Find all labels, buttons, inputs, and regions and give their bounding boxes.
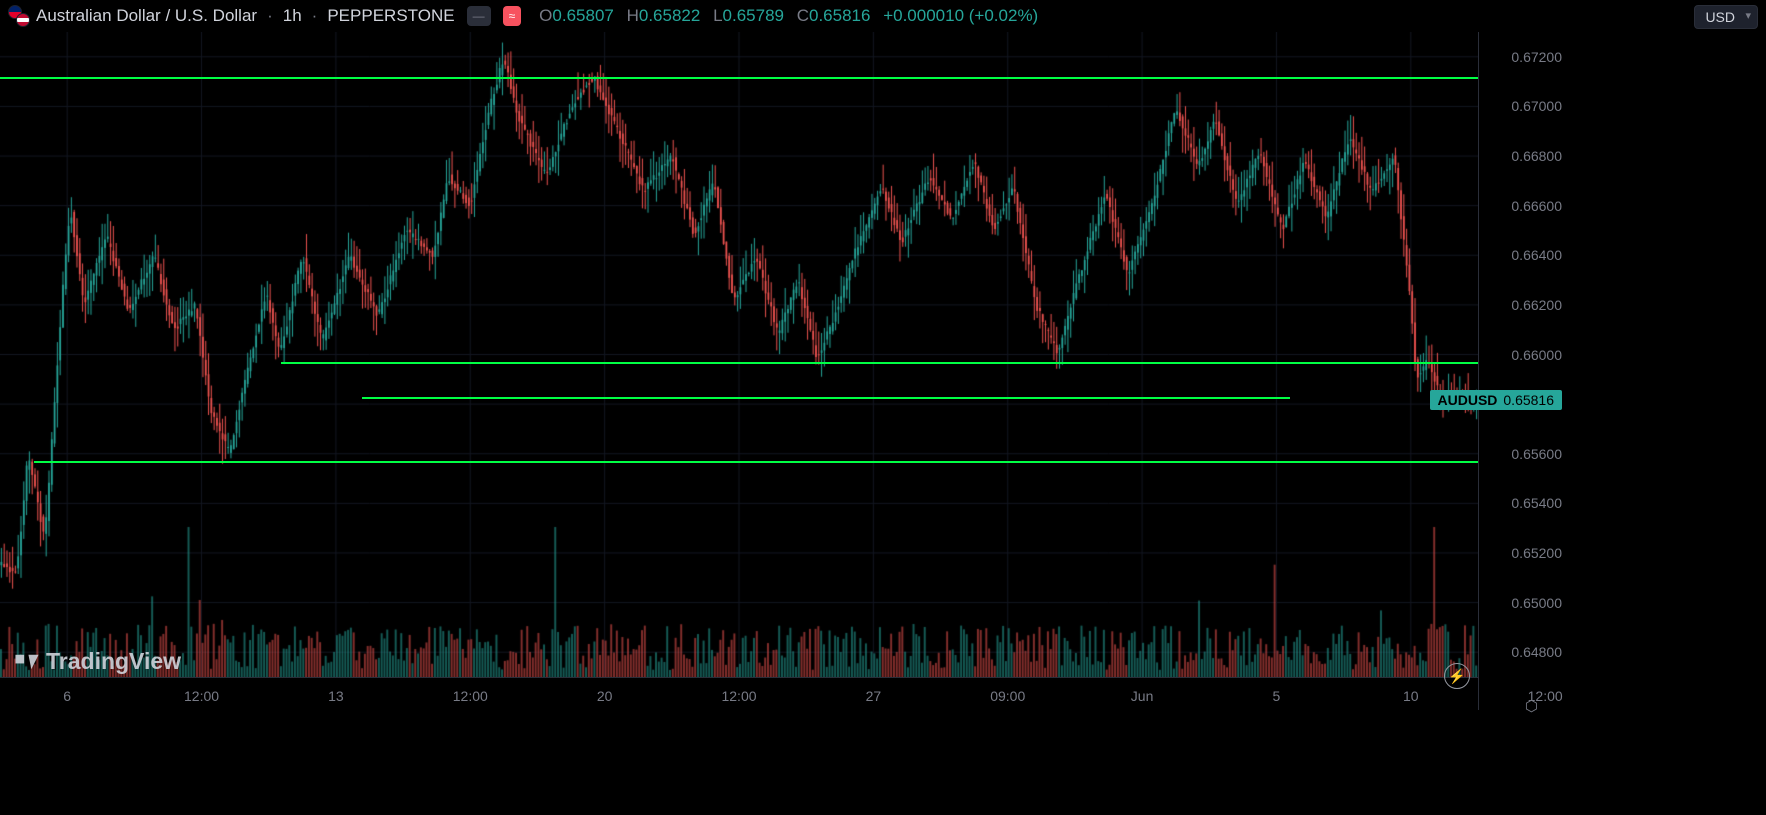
- currency-select[interactable]: USD: [1694, 5, 1758, 29]
- y-tick-label: 0.65000: [1511, 595, 1562, 611]
- x-tick-label: 6: [63, 688, 71, 704]
- pill-source[interactable]: —: [467, 6, 491, 26]
- y-tick-label: 0.65200: [1511, 545, 1562, 561]
- x-tick-label: 12:00: [453, 688, 488, 704]
- x-tick-label: 09:00: [990, 688, 1025, 704]
- x-tick-label: 12:00: [721, 688, 756, 704]
- y-axis[interactable]: 0.67200 0.67000 0.66800 0.66600 0.66400 0.662…: [1478, 32, 1766, 677]
- exchange-label[interactable]: PEPPERSTONE: [327, 6, 454, 26]
- currency-value: USD: [1705, 9, 1735, 25]
- y-tick-label: 0.67200: [1511, 49, 1562, 65]
- support-resistance-line[interactable]: [281, 362, 1478, 364]
- support-resistance-line[interactable]: [0, 77, 1478, 79]
- sep-dot: ·: [267, 6, 273, 26]
- current-price-tag: AUDUSD 0.65816: [1430, 390, 1563, 410]
- x-tick-label: 13: [328, 688, 344, 704]
- y-tick-label: 0.66400: [1511, 247, 1562, 263]
- y-tick-label: 0.65600: [1511, 446, 1562, 462]
- support-resistance-line[interactable]: [362, 397, 1290, 399]
- x-tick-label: 10: [1403, 688, 1419, 704]
- price-chart[interactable]: [0, 32, 1478, 677]
- timeframe-label[interactable]: 1h: [283, 6, 302, 26]
- auto-scale-button[interactable]: ⚡: [1444, 663, 1470, 689]
- y-tick-label: 0.67000: [1511, 98, 1562, 114]
- y-tick-label: 0.64800: [1511, 644, 1562, 660]
- price-tag-symbol: AUDUSD: [1438, 392, 1498, 408]
- y-tick-label: 0.66600: [1511, 198, 1562, 214]
- x-tick-label: 12:00: [184, 688, 219, 704]
- candlestick-canvas: [0, 32, 1478, 677]
- price-tag-value: 0.65816: [1503, 392, 1554, 408]
- x-tick-label: Jun: [1131, 688, 1154, 704]
- symbol-title[interactable]: Australian Dollar / U.S. Dollar: [36, 6, 257, 26]
- axis-settings-icon[interactable]: ⬡: [1525, 697, 1538, 715]
- x-tick-label: 20: [597, 688, 613, 704]
- chart-header: Australian Dollar / U.S. Dollar · 1h · P…: [0, 0, 1766, 32]
- lightning-icon: ⚡: [1448, 668, 1465, 685]
- tradingview-watermark: TradingView: [14, 648, 181, 675]
- pill-approx[interactable]: ≈: [503, 6, 522, 26]
- ohlc-readout: O0.65807 H0.65822 L0.65789 C0.65816 +0.0…: [539, 6, 1038, 26]
- support-resistance-line[interactable]: [34, 461, 1478, 463]
- x-tick-label: 27: [866, 688, 882, 704]
- tradingview-logo-icon: [14, 649, 40, 675]
- sep-dot2: ·: [312, 6, 318, 26]
- y-tick-label: 0.65400: [1511, 495, 1562, 511]
- pair-flags-icon: [8, 5, 30, 27]
- y-tick-label: 0.66800: [1511, 148, 1562, 164]
- y-tick-label: 0.66200: [1511, 297, 1562, 313]
- x-axis[interactable]: 612:001312:002012:002709:00Jun51012:00: [0, 677, 1478, 707]
- x-tick-label: 5: [1273, 688, 1281, 704]
- y-tick-label: 0.66000: [1511, 347, 1562, 363]
